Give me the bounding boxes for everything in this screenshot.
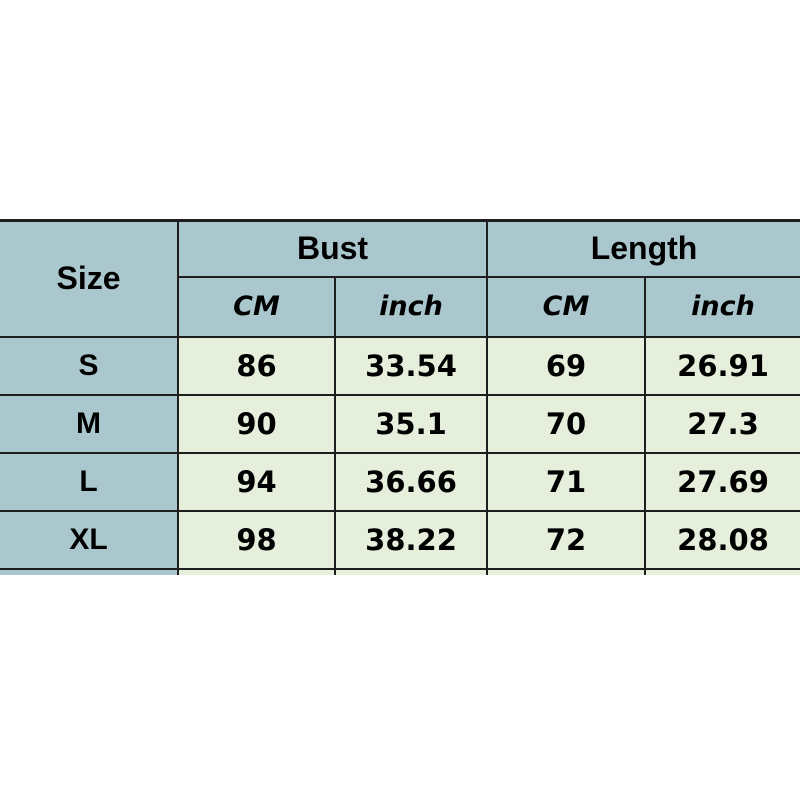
header-bust-cm: CM [177, 275, 336, 338]
length-inch-cell: 26.91 [644, 335, 800, 396]
cell-cutoff [333, 567, 489, 575]
header-bust-inch: inch [333, 275, 489, 338]
header-length-cm: CM [486, 275, 647, 338]
bust-inch-cell: 38.22 [333, 509, 489, 570]
cell-cutoff [177, 567, 336, 575]
length-cm-cell: 71 [486, 451, 647, 512]
length-cm-cell: 70 [486, 393, 647, 454]
header-bust: Bust [176, 219, 489, 278]
table-row-l: L 94 36.66 71 27.69 [0, 451, 800, 512]
length-cm-cell: 72 [486, 509, 647, 570]
bust-cm-cell: 86 [177, 335, 336, 396]
bust-cm-cell: 94 [177, 451, 336, 512]
size-cell: M [0, 393, 179, 454]
cell-cutoff [486, 567, 647, 575]
size-cell-cutoff [0, 567, 179, 575]
bust-inch-cell: 36.66 [333, 451, 489, 512]
header-row-groups: Size Bust Length [0, 219, 800, 338]
bust-cm-cell: 98 [177, 509, 336, 570]
cutoff-partial-row [0, 567, 800, 575]
header-length-inch: inch [644, 275, 800, 338]
size-cell: L [0, 451, 179, 512]
length-inch-cell: 28.08 [644, 509, 800, 570]
cell-cutoff [644, 567, 800, 575]
header-size: Size [0, 219, 179, 338]
bust-inch-cell: 35.1 [333, 393, 489, 454]
length-cm-cell: 69 [486, 335, 647, 396]
size-cell: XL [0, 509, 179, 570]
table-row-xl: XL 98 38.22 72 28.08 [0, 509, 800, 570]
size-chart-table: Size Bust Length CM inch CM inch S 86 33… [0, 219, 800, 575]
table-row-m: M 90 35.1 70 27.3 [0, 393, 800, 454]
table-row-s: S 86 33.54 69 26.91 [0, 335, 800, 396]
header-row-units: CM inch CM inch [0, 275, 800, 338]
length-inch-cell: 27.3 [644, 393, 800, 454]
size-cell: S [0, 335, 179, 396]
bust-cm-cell: 90 [177, 393, 336, 454]
length-inch-cell: 27.69 [644, 451, 800, 512]
bust-inch-cell: 33.54 [333, 335, 489, 396]
header-length: Length [486, 219, 800, 278]
